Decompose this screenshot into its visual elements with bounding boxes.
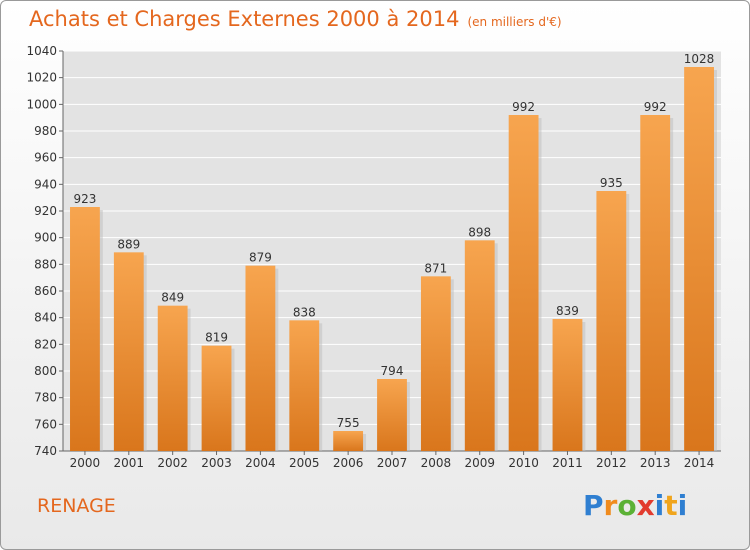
x-tick-label: 2002: [157, 456, 188, 470]
bar-value-label: 819: [205, 331, 228, 345]
y-tick-label: 860: [34, 284, 57, 298]
x-tick-label: 2012: [596, 456, 627, 470]
y-tick-label: 1020: [26, 71, 57, 85]
bar-value-label: 935: [600, 176, 623, 190]
x-tick-label: 2001: [114, 456, 145, 470]
bar: [640, 115, 671, 451]
y-tick-label: 800: [34, 364, 57, 378]
bar: [377, 379, 407, 451]
bar: [201, 345, 232, 451]
bar-value-label: 889: [117, 237, 140, 251]
bar-value-label: 794: [381, 364, 404, 378]
x-tick-label: 2004: [245, 456, 276, 470]
place-name: RENAGE: [37, 495, 116, 517]
bar-value-label: 879: [249, 251, 272, 265]
y-tick-label: 760: [34, 417, 57, 431]
bar: [552, 319, 583, 451]
x-tick-label: 2010: [508, 456, 539, 470]
chart-subtitle: (en milliers d'€): [467, 15, 562, 29]
bar-value-label: 755: [337, 416, 360, 430]
chart-title-text: Achats et Charges Externes 2000 à 2014: [29, 7, 460, 31]
bar-value-label: 871: [424, 261, 447, 275]
bar: [70, 207, 100, 451]
bar: [508, 115, 539, 451]
bar: [289, 320, 320, 451]
bar-value-label: 838: [293, 305, 316, 319]
x-tick-label: 2005: [289, 456, 320, 470]
y-tick-label: 980: [34, 124, 57, 138]
y-tick-label: 820: [34, 337, 57, 351]
y-tick-label: 1000: [26, 97, 57, 111]
chart-title: Achats et Charges Externes 2000 à 2014 (e…: [29, 7, 562, 31]
x-tick-label: 2013: [640, 456, 671, 470]
bar-value-label: 923: [73, 192, 96, 206]
y-tick-label: 780: [34, 391, 57, 405]
x-tick-label: 2008: [421, 456, 452, 470]
x-tick-label: 2014: [684, 456, 715, 470]
bar-value-label: 992: [512, 100, 535, 114]
bar-value-label: 849: [161, 291, 184, 305]
y-tick-label: 1040: [26, 44, 57, 58]
x-tick-label: 2011: [552, 456, 583, 470]
y-tick-label: 920: [34, 204, 57, 218]
bar: [157, 305, 188, 451]
y-tick-label: 940: [34, 177, 57, 191]
x-tick-label: 2009: [464, 456, 495, 470]
bar: [333, 431, 364, 451]
y-tick-label: 840: [34, 311, 57, 325]
bar: [245, 265, 276, 451]
y-tick-label: 960: [34, 151, 57, 165]
y-tick-label: 740: [34, 444, 57, 458]
bar: [113, 252, 144, 451]
bar: [464, 240, 495, 451]
y-tick-label: 900: [34, 231, 57, 245]
x-tick-label: 2000: [70, 456, 101, 470]
bar-value-label: 839: [556, 304, 579, 318]
x-tick-label: 2007: [377, 456, 408, 470]
bar-value-label: 898: [468, 225, 491, 239]
bar-value-label: 1028: [684, 52, 715, 66]
bar: [596, 191, 627, 451]
y-tick-label: 880: [34, 257, 57, 271]
bar: [684, 67, 714, 451]
x-tick-label: 2006: [333, 456, 364, 470]
bar-value-label: 992: [644, 100, 667, 114]
proxiti-logo: Proxiti: [583, 489, 688, 522]
x-tick-label: 2003: [201, 456, 232, 470]
bar: [420, 276, 451, 451]
